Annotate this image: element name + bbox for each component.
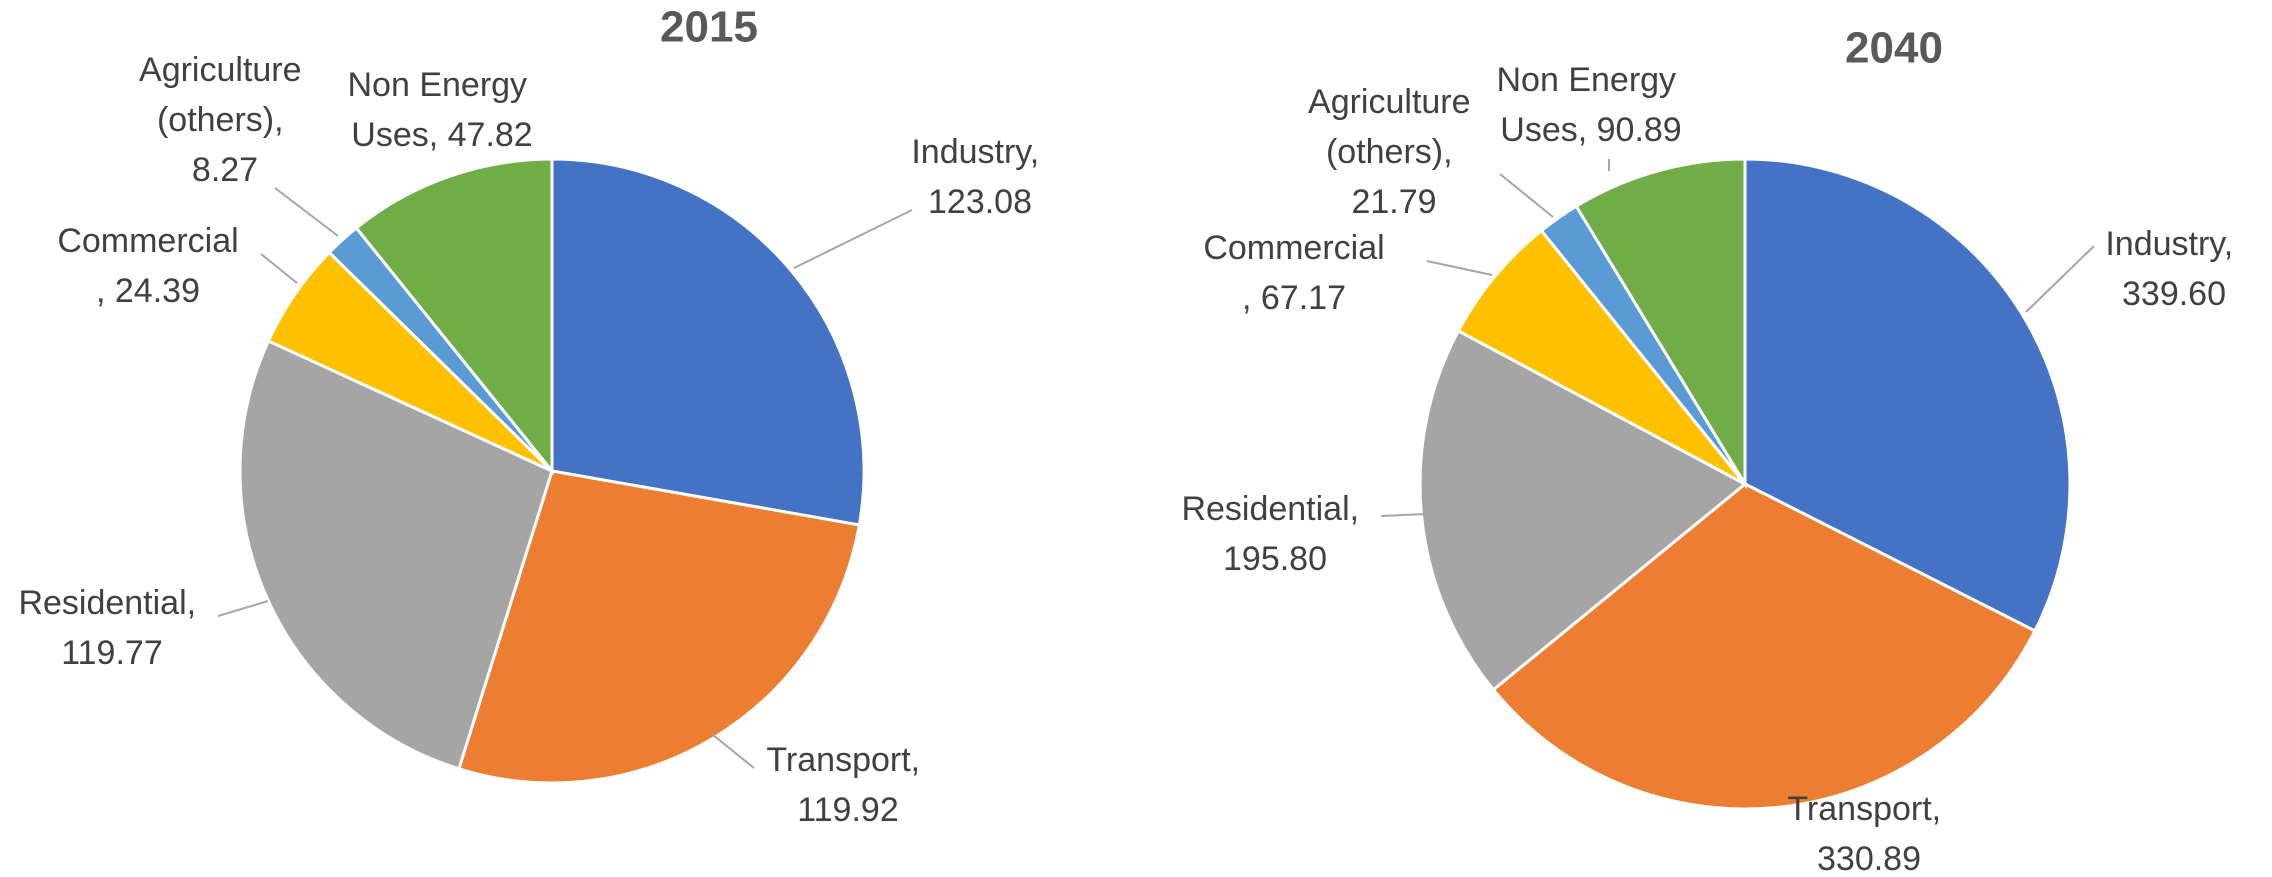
pie-slice: [1574, 157, 1747, 490]
data-label: Residential, 195.80: [1181, 490, 1368, 578]
data-label-line: 123.08: [928, 183, 1032, 221]
data-label: Non Energy Uses, 90.89: [1497, 61, 1686, 149]
chart-title: 2040: [1845, 24, 1943, 73]
leader-line: [260, 253, 298, 284]
data-label-line: 119.92: [797, 791, 898, 829]
data-label-line: , 67.17: [1242, 279, 1346, 317]
leader-line: [274, 187, 339, 237]
data-label: Industry, 123.08: [911, 133, 1048, 221]
pie-slice: [1491, 482, 2037, 811]
data-label: Transport, 330.89: [1787, 790, 1950, 877]
data-label-line: Industry,: [2105, 225, 2242, 263]
data-label-line: Non Energy: [1497, 61, 1686, 99]
pie-slice: [1418, 328, 1748, 692]
leader-line: [1426, 260, 1493, 276]
data-label-line: Uses, 90.89: [1500, 111, 1681, 149]
leader-line: [793, 209, 913, 269]
data-label-line: Residential,: [1181, 490, 1368, 528]
data-label-line: Commercial: [57, 222, 238, 260]
data-label-line: Agriculture: [139, 51, 311, 89]
data-label-line: 119.77: [61, 634, 162, 672]
data-label-line: 330.89: [1817, 840, 1921, 877]
data-label: Commercial , 24.39: [57, 222, 238, 310]
pie-slice: [238, 338, 554, 771]
pie-slice: [1456, 228, 1747, 486]
data-label-line: (others),: [157, 101, 293, 139]
data-label: Commercial , 67.17: [1203, 229, 1384, 317]
data-label-line: Non Energy: [348, 66, 537, 104]
data-label: Industry, 339.60: [2105, 225, 2242, 313]
leader-line: [1380, 513, 1428, 517]
leader-line: [712, 734, 755, 769]
data-label-line: , 24.39: [96, 272, 200, 310]
data-label-line: Agriculture: [1308, 83, 1480, 121]
data-label: Residential, 119.77: [18, 584, 205, 672]
data-label-line: 21.79: [1351, 183, 1436, 221]
leader-line: [1499, 173, 1554, 218]
data-label: Transport, 119.92: [766, 741, 929, 829]
leader-line: [217, 600, 269, 617]
chart-title: 2015: [660, 3, 758, 52]
data-label-line: 339.60: [2122, 275, 2226, 313]
data-label-line: 195.80: [1223, 540, 1327, 578]
data-label-line: Commercial: [1203, 229, 1384, 267]
pie-slice: [354, 157, 554, 476]
data-label-line: Residential,: [18, 584, 205, 622]
pie-slice: [1743, 157, 2072, 633]
data-label-line: Uses, 47.82: [351, 116, 532, 154]
data-label-line: Industry,: [911, 133, 1048, 171]
data-label: Agriculture (others), 21.79: [1308, 83, 1480, 221]
data-label: Non Energy Uses, 47.82: [348, 66, 537, 154]
pie-slice: [457, 469, 862, 785]
data-label: Agriculture (others), 8.27: [139, 51, 311, 189]
data-label-line: Transport,: [1787, 790, 1950, 828]
pie-slice: [550, 157, 866, 527]
data-label-line: 8.27: [192, 151, 258, 189]
data-label-line: (others),: [1326, 133, 1462, 171]
data-label-line: Transport,: [766, 741, 929, 779]
leader-line: [2025, 245, 2095, 313]
